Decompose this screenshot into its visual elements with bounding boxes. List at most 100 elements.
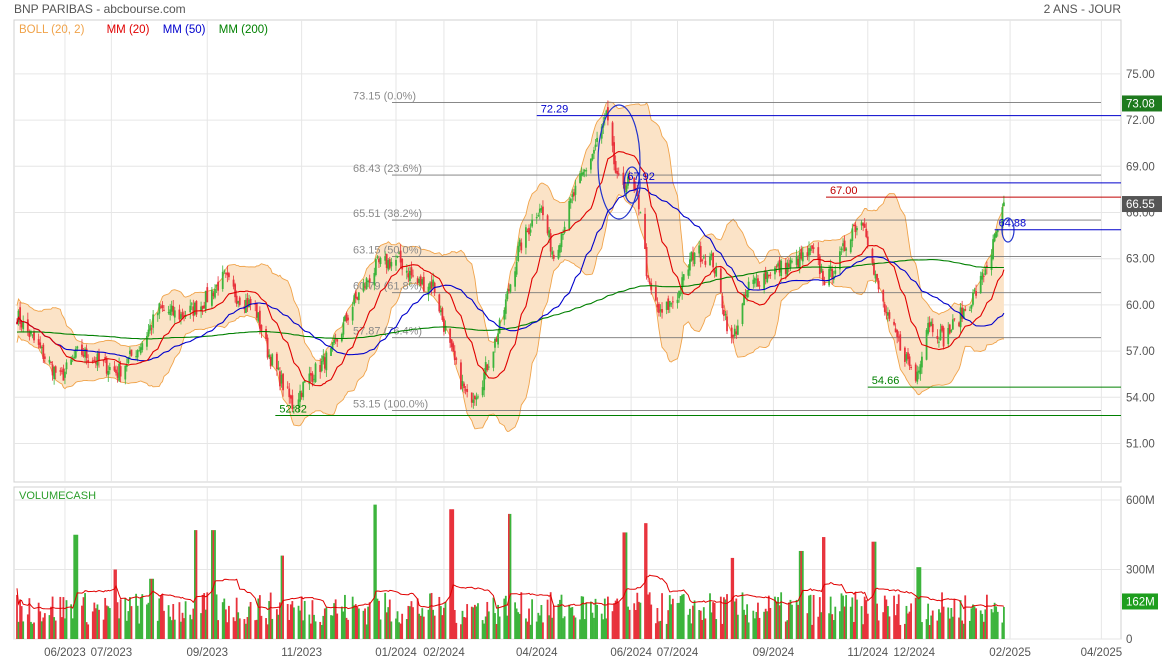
volume-bar <box>463 617 465 639</box>
candle-body <box>622 172 625 185</box>
candle-body <box>87 360 90 362</box>
candle-body <box>368 278 371 283</box>
candle-body <box>506 291 509 300</box>
volume-bar <box>616 598 619 639</box>
volume-bar <box>494 613 496 639</box>
volume-bar <box>269 592 272 639</box>
volume-bar <box>71 618 74 639</box>
volume-bar <box>40 621 43 639</box>
date-tick-label: 06/2023 <box>44 647 86 659</box>
candle-body <box>786 262 789 277</box>
candle-body <box>1003 202 1005 207</box>
volume-bar <box>387 607 390 639</box>
candle-body <box>398 252 400 254</box>
date-tick-label: 06/2024 <box>610 647 652 659</box>
candle-body <box>135 356 138 358</box>
candle-body <box>529 229 532 233</box>
candle-body <box>709 256 711 266</box>
candle-body <box>665 301 668 310</box>
volume-bar <box>319 621 322 639</box>
candle-body <box>676 299 679 304</box>
candle-body <box>613 142 615 165</box>
volume-bar <box>540 604 543 639</box>
volume-bar <box>752 610 755 639</box>
candle-body <box>874 274 877 279</box>
candle-body <box>917 370 920 373</box>
volume-bar <box>429 593 431 639</box>
candle-body <box>849 239 852 253</box>
volume-bar <box>979 610 982 639</box>
candle-body <box>119 366 122 377</box>
volume-bar <box>232 617 235 639</box>
volume-bar <box>183 618 185 639</box>
period-label: 2 ANS - JOUR <box>1044 2 1122 16</box>
candle-body <box>115 369 117 374</box>
candle-body <box>430 281 433 289</box>
volume-bar <box>941 592 943 639</box>
candle-body <box>226 272 229 276</box>
volume-bar <box>26 614 29 639</box>
volume-bar <box>698 609 701 639</box>
candle-body <box>702 257 705 259</box>
candle-body <box>883 304 886 312</box>
volume-bar <box>308 614 311 639</box>
volume-bar <box>255 619 258 639</box>
candle-body <box>42 344 45 359</box>
volume-bar <box>365 624 368 639</box>
volume-bar <box>291 601 294 639</box>
candle-body <box>625 185 628 193</box>
candle-body <box>692 252 694 261</box>
volume-bar <box>427 609 430 639</box>
candle-body <box>20 322 23 328</box>
candle-body <box>733 328 736 337</box>
volume-bar <box>464 617 467 639</box>
volume-bar <box>829 596 832 639</box>
volume-bar <box>441 615 444 639</box>
volume-bar <box>579 619 581 639</box>
candle-body <box>139 347 142 354</box>
volume-bar <box>215 594 218 639</box>
volume-bar <box>528 608 530 639</box>
candle-body <box>658 303 660 313</box>
candle-body <box>54 366 57 373</box>
volume-bar <box>687 614 690 639</box>
volume-bar <box>681 594 684 639</box>
candle-body <box>744 294 747 296</box>
candle-body <box>828 269 831 286</box>
volume-panel <box>13 486 1122 640</box>
candle-body <box>840 248 843 250</box>
candle-body <box>743 294 745 306</box>
volume-bar <box>374 504 377 639</box>
volume-bar <box>54 620 57 639</box>
candle-body <box>64 371 66 378</box>
candle-body <box>258 310 261 329</box>
candle-body <box>138 350 141 352</box>
candle-body <box>237 300 240 304</box>
candle-body <box>538 208 541 213</box>
candle-body <box>492 351 495 368</box>
volume-bar <box>477 603 479 639</box>
volume-bar <box>356 606 359 639</box>
volume-bar <box>571 607 574 639</box>
volume-bar <box>450 509 453 639</box>
volume-bar <box>959 600 962 639</box>
candle-body <box>149 325 151 331</box>
volume-bar <box>237 612 240 639</box>
candle-body <box>407 273 410 278</box>
volume-bars <box>16 504 1005 639</box>
candle-body <box>845 248 848 251</box>
candle-body <box>763 273 766 291</box>
candle-body <box>189 305 192 313</box>
volume-bar <box>376 598 379 639</box>
volume-bar <box>149 578 151 639</box>
volume-bar <box>452 509 455 639</box>
candle-body <box>365 278 368 290</box>
volume-bar <box>388 599 391 639</box>
legend-item: MM (20) <box>107 24 150 36</box>
candle-body <box>136 350 139 358</box>
volume-bar <box>325 607 328 639</box>
volume-bar <box>193 530 196 639</box>
candle-body <box>416 278 419 284</box>
volume-bar <box>605 618 608 639</box>
